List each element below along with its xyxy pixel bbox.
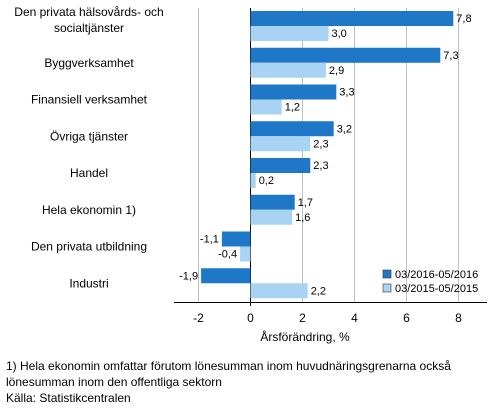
bar-current (250, 121, 334, 137)
bar-current (250, 84, 337, 100)
bar-value-label: 1,7 (298, 197, 313, 209)
footnote: 1) Hela ekonomin omfattar förutom lönesu… (6, 359, 451, 389)
bar-current (250, 11, 454, 26)
bar-value-label: 3,0 (332, 28, 347, 40)
bar-previous (250, 209, 293, 225)
chart: 7,8 3,0 7,3 2,9 3,3 1,2 3,2 2,3 2,3 0,2 1,7 1,6 -1,1… (14, 5, 487, 344)
category-label: socialtjänster (54, 21, 124, 35)
legend-swatch (382, 269, 392, 279)
x-tick-label: -2 (193, 311, 204, 325)
x-tick-label: 8 (455, 311, 462, 325)
bar-value-label: 2,2 (311, 285, 326, 297)
bar-value-label: 3,3 (339, 87, 354, 99)
category-labels: Den privata hälsovårds- och socialtjänste… (14, 5, 163, 290)
x-tick-labels: -2 0 2 4 6 8 (193, 311, 462, 325)
category-label: Industri (69, 276, 108, 290)
category-label: Finansiell verksamhet (31, 93, 148, 107)
x-tick-label: 4 (351, 311, 358, 325)
bar-value-label: 0,2 (259, 175, 274, 187)
x-tick-label: 0 (247, 311, 254, 325)
legend-swatch (382, 283, 392, 293)
bar-labels: 7,8 3,0 7,3 2,9 3,3 1,2 3,2 2,3 2,3 0,2 1,7 1,6 -1,1… (179, 13, 471, 297)
category-label: Handel (70, 166, 108, 180)
x-axis-label: Årsförändring, % (260, 329, 350, 344)
bar-previous (250, 26, 329, 41)
bar-value-label: -1,1 (200, 234, 219, 246)
bar-value-label: 7,8 (456, 13, 471, 25)
legend-label: 03/2016-05/2016 (395, 269, 478, 281)
bar-current (250, 158, 311, 173)
category-label: Hela ekonomin 1) (42, 203, 136, 217)
bars (201, 11, 454, 299)
bar-value-label: 2,3 (313, 138, 328, 150)
bar-current (250, 194, 295, 210)
category-label: Övriga tjänster (50, 129, 128, 143)
bar-previous (240, 246, 251, 262)
bar-value-label: -0,4 (218, 249, 237, 261)
bar-previous (250, 99, 282, 115)
x-tick-label: 2 (299, 311, 306, 325)
category-label: Byggverksamhet (44, 56, 134, 70)
bar-previous (250, 136, 311, 152)
bar-value-label: 3,2 (337, 123, 352, 135)
legend-label: 03/2015-05/2015 (395, 283, 478, 295)
bar-value-label: -1,9 (179, 270, 198, 282)
bar-current (250, 47, 441, 63)
source-note: Källa: Statistikcentralen (6, 391, 131, 405)
legend: 03/2016-05/2016 03/2015-05/2015 (382, 269, 478, 295)
bar-value-label: 1,6 (295, 212, 310, 224)
bar-current (221, 231, 251, 247)
bar-value-label: 1,2 (285, 102, 300, 114)
bar-value-label: 7,3 (443, 50, 458, 62)
bar-value-label: 2,3 (313, 160, 328, 172)
bar-previous (250, 283, 308, 299)
category-label: Den privata hälsovårds- och (14, 5, 163, 19)
x-tick-label: 6 (403, 311, 410, 325)
bar-value-label: 2,9 (329, 65, 344, 77)
category-label: Den privata utbildning (31, 240, 147, 254)
bar-current (201, 268, 251, 284)
bar-previous (250, 173, 256, 188)
bar-previous (250, 62, 326, 78)
